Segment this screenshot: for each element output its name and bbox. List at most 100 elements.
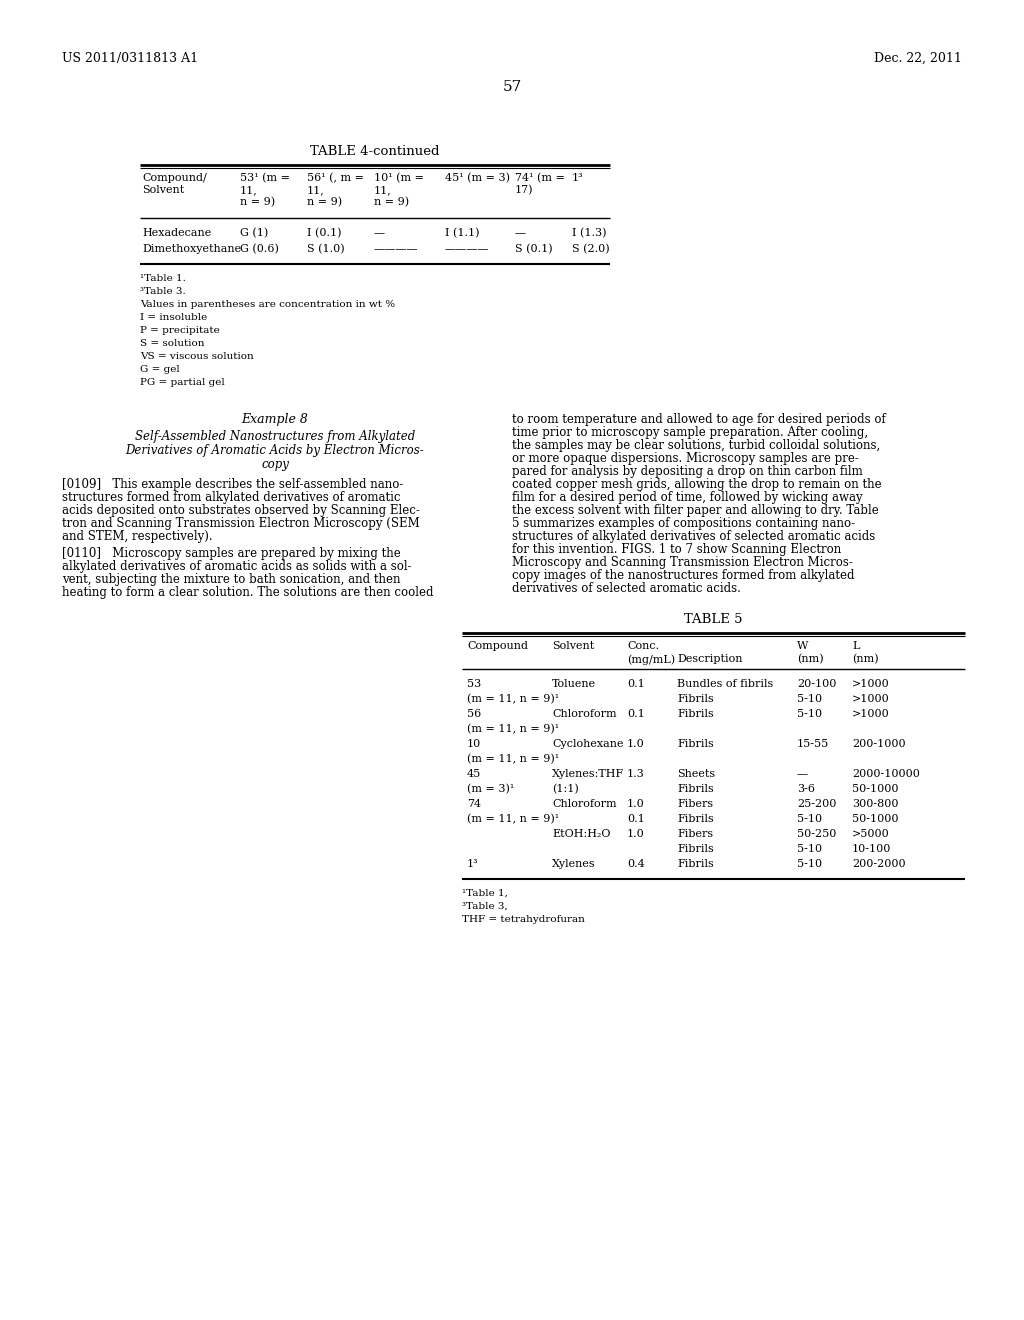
Text: 45¹ (m = 3): 45¹ (m = 3) bbox=[445, 173, 510, 183]
Text: Dimethoxyethane: Dimethoxyethane bbox=[142, 244, 241, 253]
Text: Values in parentheses are concentration in wt %: Values in parentheses are concentration … bbox=[140, 300, 395, 309]
Text: Derivatives of Aromatic Acids by Electron Micros-: Derivatives of Aromatic Acids by Electro… bbox=[126, 444, 424, 457]
Text: and STEM, respectively).: and STEM, respectively). bbox=[62, 531, 213, 543]
Text: 5-10: 5-10 bbox=[797, 859, 822, 869]
Text: Chloroform: Chloroform bbox=[552, 709, 616, 719]
Text: Toluene: Toluene bbox=[552, 678, 596, 689]
Text: 56¹ (, m =
11,
n = 9): 56¹ (, m = 11, n = 9) bbox=[307, 173, 364, 207]
Text: or more opaque dispersions. Microscopy samples are pre-: or more opaque dispersions. Microscopy s… bbox=[512, 451, 859, 465]
Text: 200-1000: 200-1000 bbox=[852, 739, 905, 748]
Text: 1³: 1³ bbox=[572, 173, 584, 183]
Text: 25-200: 25-200 bbox=[797, 799, 837, 809]
Text: W: W bbox=[797, 642, 808, 651]
Text: —: — bbox=[515, 228, 526, 238]
Text: (m = 11, n = 9)¹: (m = 11, n = 9)¹ bbox=[467, 754, 559, 764]
Text: TABLE 5: TABLE 5 bbox=[684, 612, 742, 626]
Text: (nm): (nm) bbox=[852, 653, 879, 664]
Text: 5-10: 5-10 bbox=[797, 843, 822, 854]
Text: time prior to microscopy sample preparation. After cooling,: time prior to microscopy sample preparat… bbox=[512, 426, 868, 440]
Text: S (1.0): S (1.0) bbox=[307, 244, 345, 255]
Text: (m = 3)¹: (m = 3)¹ bbox=[467, 784, 514, 795]
Text: 10-100: 10-100 bbox=[852, 843, 891, 854]
Text: 0.1: 0.1 bbox=[627, 709, 645, 719]
Text: 74¹ (m =
17): 74¹ (m = 17) bbox=[515, 173, 565, 195]
Text: S = solution: S = solution bbox=[140, 339, 205, 348]
Text: Conc.: Conc. bbox=[627, 642, 659, 651]
Text: L: L bbox=[852, 642, 859, 651]
Text: Compound/
Solvent: Compound/ Solvent bbox=[142, 173, 207, 194]
Text: [0109]   This example describes the self-assembled nano-: [0109] This example describes the self-a… bbox=[62, 478, 403, 491]
Text: 1.0: 1.0 bbox=[627, 799, 645, 809]
Text: ³Table 3.: ³Table 3. bbox=[140, 286, 185, 296]
Text: Cyclohexane: Cyclohexane bbox=[552, 739, 624, 748]
Text: copy: copy bbox=[261, 458, 289, 471]
Text: 1.3: 1.3 bbox=[627, 770, 645, 779]
Text: PG = partial gel: PG = partial gel bbox=[140, 378, 224, 387]
Text: I (0.1): I (0.1) bbox=[307, 228, 341, 239]
Text: Fibrils: Fibrils bbox=[677, 709, 714, 719]
Text: 200-2000: 200-2000 bbox=[852, 859, 905, 869]
Text: Hexadecane: Hexadecane bbox=[142, 228, 211, 238]
Text: ————: ———— bbox=[445, 244, 489, 253]
Text: Dec. 22, 2011: Dec. 22, 2011 bbox=[874, 51, 962, 65]
Text: >1000: >1000 bbox=[852, 709, 890, 719]
Text: pared for analysis by depositing a drop on thin carbon film: pared for analysis by depositing a drop … bbox=[512, 465, 863, 478]
Text: Fibrils: Fibrils bbox=[677, 814, 714, 824]
Text: Self-Assembled Nanostructures from Alkylated: Self-Assembled Nanostructures from Alkyl… bbox=[135, 430, 415, 444]
Text: TABLE 4-continued: TABLE 4-continued bbox=[310, 145, 439, 158]
Text: 300-800: 300-800 bbox=[852, 799, 898, 809]
Text: Xylenes: Xylenes bbox=[552, 859, 596, 869]
Text: 74: 74 bbox=[467, 799, 481, 809]
Text: G (0.6): G (0.6) bbox=[240, 244, 279, 255]
Text: Example 8: Example 8 bbox=[242, 413, 308, 426]
Text: (mg/mL): (mg/mL) bbox=[627, 653, 675, 664]
Text: 10¹ (m =
11,
n = 9): 10¹ (m = 11, n = 9) bbox=[374, 173, 424, 207]
Text: >5000: >5000 bbox=[852, 829, 890, 840]
Text: the samples may be clear solutions, turbid colloidal solutions,: the samples may be clear solutions, turb… bbox=[512, 440, 881, 451]
Text: US 2011/0311813 A1: US 2011/0311813 A1 bbox=[62, 51, 198, 65]
Text: Solvent: Solvent bbox=[552, 642, 594, 651]
Text: Fibrils: Fibrils bbox=[677, 859, 714, 869]
Text: 5-10: 5-10 bbox=[797, 709, 822, 719]
Text: VS = viscous solution: VS = viscous solution bbox=[140, 352, 254, 360]
Text: 3-6: 3-6 bbox=[797, 784, 815, 795]
Text: 5-10: 5-10 bbox=[797, 814, 822, 824]
Text: Microscopy and Scanning Transmission Electron Micros-: Microscopy and Scanning Transmission Ele… bbox=[512, 556, 853, 569]
Text: 1.0: 1.0 bbox=[627, 829, 645, 840]
Text: 1.0: 1.0 bbox=[627, 739, 645, 748]
Text: THF = tetrahydrofuran: THF = tetrahydrofuran bbox=[462, 915, 585, 924]
Text: Description: Description bbox=[677, 653, 742, 664]
Text: I (1.3): I (1.3) bbox=[572, 228, 606, 239]
Text: structures formed from alkylated derivatives of aromatic: structures formed from alkylated derivat… bbox=[62, 491, 400, 504]
Text: vent, subjecting the mixture to bath sonication, and then: vent, subjecting the mixture to bath son… bbox=[62, 573, 400, 586]
Text: (nm): (nm) bbox=[797, 653, 823, 664]
Text: (m = 11, n = 9)¹: (m = 11, n = 9)¹ bbox=[467, 723, 559, 734]
Text: derivatives of selected aromatic acids.: derivatives of selected aromatic acids. bbox=[512, 582, 741, 595]
Text: Fibrils: Fibrils bbox=[677, 739, 714, 748]
Text: Compound: Compound bbox=[467, 642, 528, 651]
Text: >1000: >1000 bbox=[852, 694, 890, 704]
Text: G (1): G (1) bbox=[240, 228, 268, 239]
Text: 1³: 1³ bbox=[467, 859, 478, 869]
Text: P = precipitate: P = precipitate bbox=[140, 326, 220, 335]
Text: 50-1000: 50-1000 bbox=[852, 784, 898, 795]
Text: Fibrils: Fibrils bbox=[677, 694, 714, 704]
Text: structures of alkylated derivatives of selected aromatic acids: structures of alkylated derivatives of s… bbox=[512, 531, 876, 543]
Text: the excess solvent with filter paper and allowing to dry. Table: the excess solvent with filter paper and… bbox=[512, 504, 879, 517]
Text: film for a desired period of time, followed by wicking away: film for a desired period of time, follo… bbox=[512, 491, 862, 504]
Text: alkylated derivatives of aromatic acids as solids with a sol-: alkylated derivatives of aromatic acids … bbox=[62, 560, 412, 573]
Text: 10: 10 bbox=[467, 739, 481, 748]
Text: for this invention. FIGS. 1 to 7 show Scanning Electron: for this invention. FIGS. 1 to 7 show Sc… bbox=[512, 543, 842, 556]
Text: 0.4: 0.4 bbox=[627, 859, 645, 869]
Text: 2000-10000: 2000-10000 bbox=[852, 770, 920, 779]
Text: EtOH:H₂O: EtOH:H₂O bbox=[552, 829, 610, 840]
Text: ³Table 3,: ³Table 3, bbox=[462, 902, 508, 911]
Text: 20-100: 20-100 bbox=[797, 678, 837, 689]
Text: Sheets: Sheets bbox=[677, 770, 715, 779]
Text: G = gel: G = gel bbox=[140, 366, 180, 374]
Text: S (2.0): S (2.0) bbox=[572, 244, 609, 255]
Text: coated copper mesh grids, allowing the drop to remain on the: coated copper mesh grids, allowing the d… bbox=[512, 478, 882, 491]
Text: ¹Table 1.: ¹Table 1. bbox=[140, 275, 186, 282]
Text: 5 summarizes examples of compositions containing nano-: 5 summarizes examples of compositions co… bbox=[512, 517, 855, 531]
Text: copy images of the nanostructures formed from alkylated: copy images of the nanostructures formed… bbox=[512, 569, 854, 582]
